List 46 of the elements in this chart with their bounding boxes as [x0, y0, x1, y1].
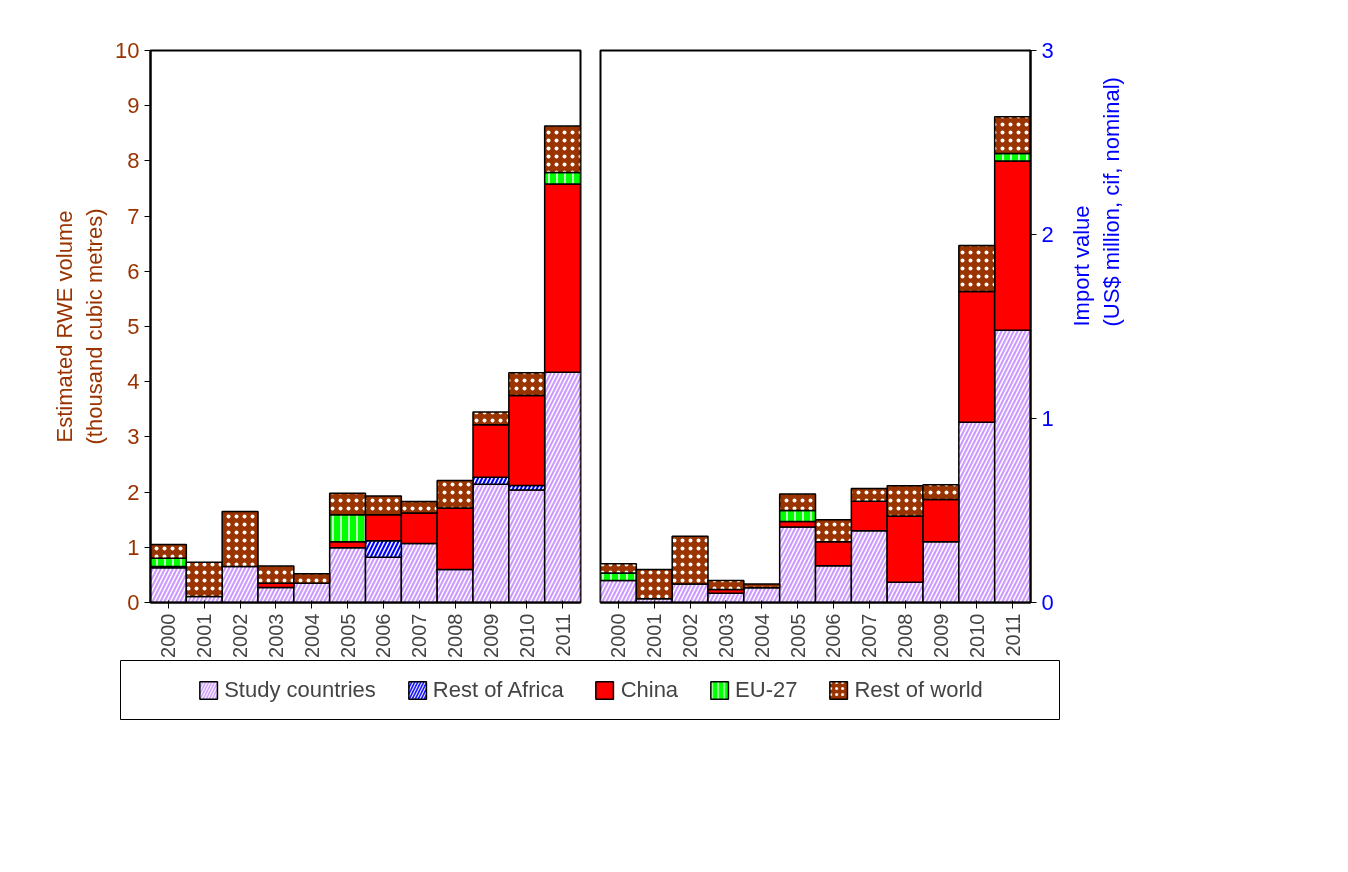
y-tick-label: 2 — [127, 479, 140, 505]
x-tick-label: 2010 — [515, 613, 538, 658]
x-tick-label: 2001 — [193, 613, 216, 658]
y-axis-title: Estimated RWE volume (thousand cubic metres) — [52, 208, 108, 445]
x-tick-label: 2000 — [157, 613, 180, 658]
x-tick-label: 2006 — [372, 613, 395, 658]
y2-tick-label: 3 — [1041, 38, 1054, 63]
y2-axis-title: Import value (US$ million, cif, nominal) — [1069, 77, 1125, 327]
y2-tick-label: 0 — [1041, 590, 1054, 615]
x-tick-label: 2006 — [822, 613, 845, 658]
x-tick-label: 2007 — [858, 613, 881, 658]
x-tick-label: 2010 — [965, 613, 988, 658]
x-tick-label: 2004 — [300, 613, 323, 658]
x-tick-label: 2005 — [336, 613, 359, 658]
x-tick-label: 2003 — [714, 613, 737, 658]
y-tick-label: 1 — [127, 534, 140, 560]
legend-label: Rest of Africa — [432, 677, 564, 703]
y2-tick-label: 2 — [1041, 222, 1054, 247]
y-tick-label: 5 — [127, 314, 140, 339]
y-tick-label: 10 — [115, 38, 140, 63]
y2-tick-label: 1 — [1041, 406, 1054, 431]
y-tick-label: 6 — [127, 258, 140, 284]
x-tick-label: 2000 — [607, 613, 630, 658]
x-tick-label: 2002 — [229, 613, 252, 658]
x-tick-label: 2008 — [444, 613, 467, 658]
y-tick-label: 7 — [127, 203, 140, 229]
y-tick-label: 9 — [127, 93, 140, 119]
x-tick-label: 2009 — [479, 613, 502, 658]
y-tick-label: 8 — [127, 148, 140, 174]
legend-label: China — [620, 677, 679, 703]
x-tick-label: 2002 — [679, 613, 702, 658]
legend-label: EU-27 — [735, 677, 798, 703]
x-tick-label: 2011 — [1001, 613, 1024, 657]
y-tick-label: 0 — [127, 590, 140, 615]
x-tick-label: 2001 — [643, 613, 666, 658]
x-tick-label: 2009 — [929, 613, 952, 658]
x-tick-label: 2011 — [551, 613, 574, 657]
y-tick-label: 3 — [127, 424, 140, 450]
x-tick-label: 2004 — [750, 613, 773, 658]
x-tick-label: 2003 — [264, 613, 287, 658]
x-tick-label: 2005 — [786, 613, 809, 658]
x-tick-label: 2007 — [408, 613, 431, 658]
legend-label: Study countries — [224, 677, 376, 703]
x-tick-label: 2008 — [894, 613, 917, 658]
legend-label: Rest of world — [854, 677, 983, 703]
y-tick-label: 4 — [127, 369, 140, 395]
